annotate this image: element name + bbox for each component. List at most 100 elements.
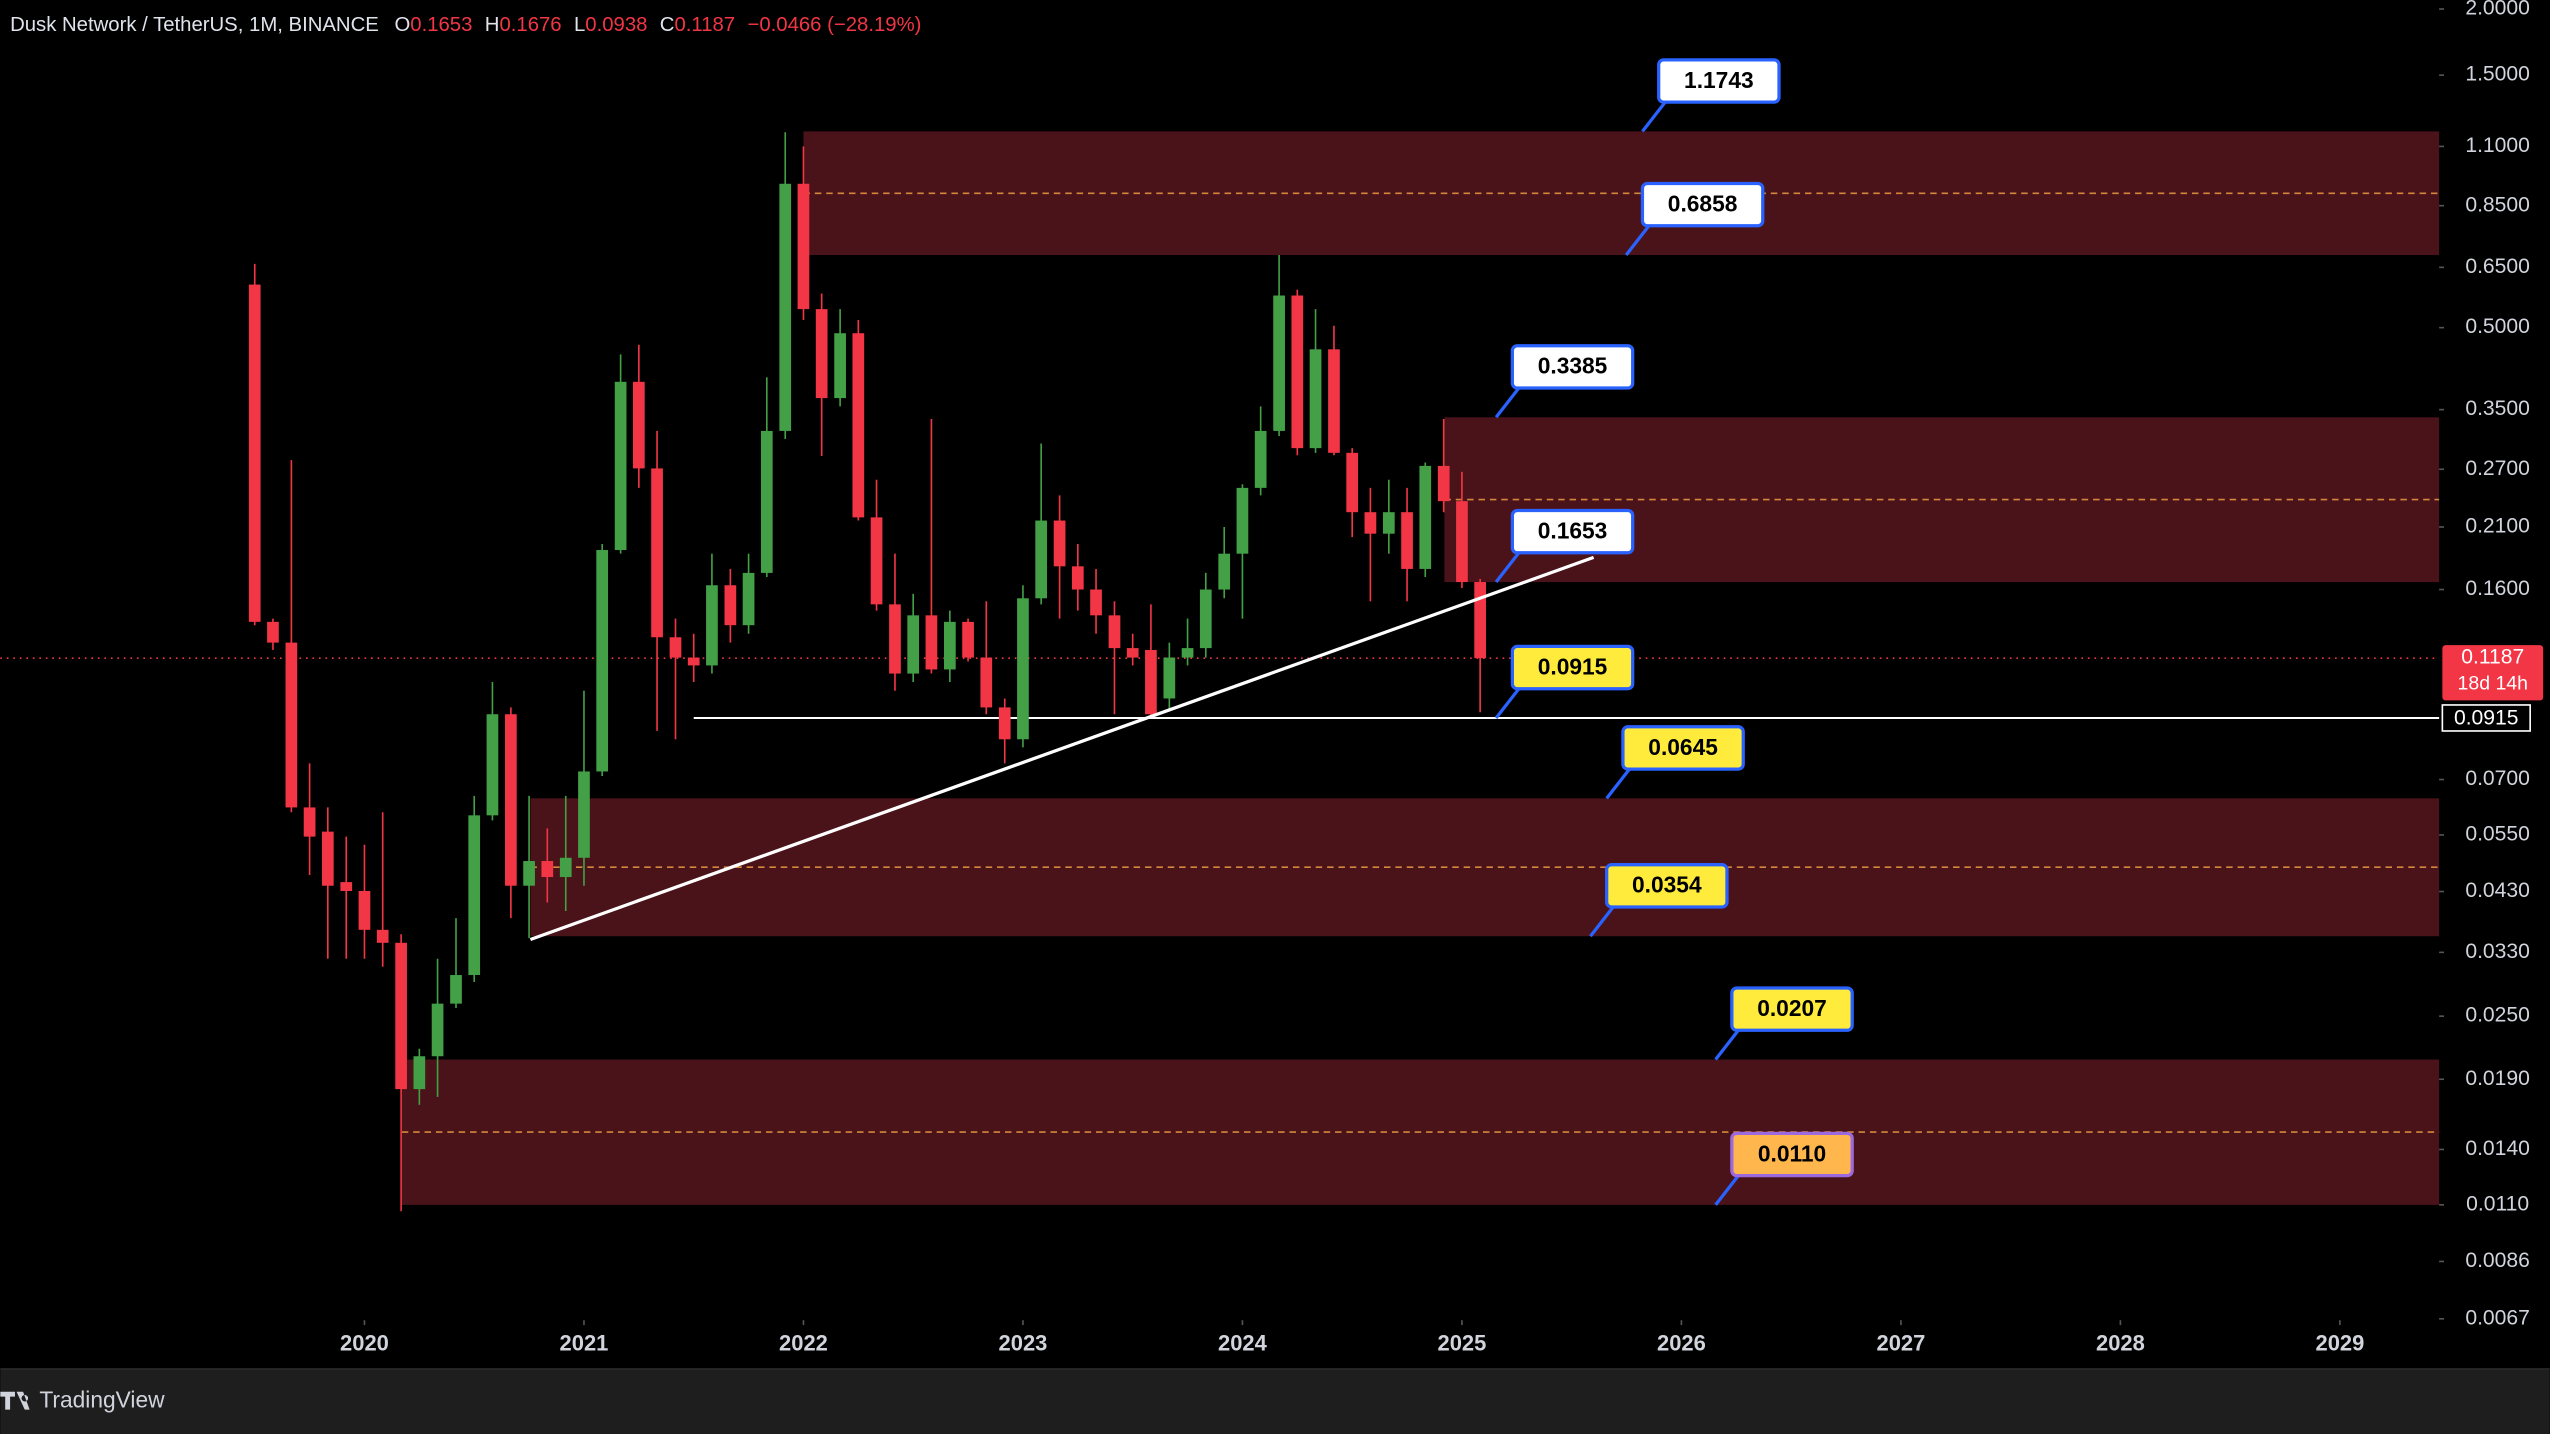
- y-tick-label: 0.0110: [2466, 1192, 2529, 1215]
- ohlc-value: 0.0938: [585, 14, 647, 36]
- candle-body: [1199, 589, 1212, 649]
- candle-body: [523, 861, 535, 886]
- change: −0.0466 (−28.19%): [747, 14, 921, 36]
- y-tick-label: 0.0086: [2465, 1249, 2530, 1272]
- candle-body: [797, 183, 810, 310]
- x-tick-label: 2020: [340, 1330, 389, 1355]
- support-tag: [2441, 704, 2531, 732]
- candle-body: [340, 882, 353, 891]
- candle-body: [706, 585, 718, 666]
- annotation-label: 0.0110: [1758, 1140, 1826, 1166]
- candle-body: [1291, 295, 1304, 449]
- candle-body: [980, 657, 993, 708]
- zone: [530, 798, 2440, 937]
- ohlc-value: 0.1653: [410, 14, 472, 36]
- annotation-label: 0.0354: [1632, 872, 1702, 898]
- y-tick-label: 1.1000: [2465, 134, 2530, 157]
- candle-body: [651, 468, 663, 638]
- y-tick-label: 0.2700: [2465, 457, 2530, 480]
- annotation-label: 0.0915: [1538, 653, 1608, 679]
- x-tick-label: 2026: [1657, 1330, 1706, 1355]
- ohlc-value: 0.1187: [674, 14, 735, 36]
- annotation-box: [1657, 58, 1781, 104]
- candle-body: [669, 637, 682, 658]
- candle-body: [815, 309, 828, 399]
- candle-body: [889, 604, 901, 674]
- candle-body: [925, 615, 938, 670]
- y-tick-label: 0.0067: [2465, 1306, 2530, 1329]
- candle-body: [541, 861, 554, 878]
- candle-body: [358, 890, 371, 930]
- annotation-pointer: [1605, 768, 1631, 800]
- candle-body: [486, 714, 499, 816]
- candle-body: [505, 714, 517, 886]
- candle-body: [248, 284, 261, 622]
- annotation-label: 0.3385: [1538, 353, 1608, 379]
- ohlc-value: 0.1676: [499, 14, 561, 36]
- candle-body: [944, 621, 956, 670]
- annotation-box: [1510, 344, 1635, 390]
- y-tick-label: 0.8500: [2465, 193, 2530, 216]
- candle-body: [760, 430, 773, 573]
- annotation-label: 0.0645: [1648, 734, 1718, 760]
- ohlc-key: L: [574, 14, 585, 36]
- candle-body: [907, 615, 920, 674]
- annotation-label: 1.1743: [1684, 67, 1754, 93]
- candle-body: [1456, 501, 1468, 583]
- candle-body: [395, 942, 407, 1090]
- plot-area: 1.1743 0.6858 0.3385 0.1653 0.0915 0.0645 0.03…: [0, 0, 2544, 1355]
- candle-body: [1346, 452, 1359, 513]
- candle-body: [1090, 589, 1102, 616]
- support-label: 0.0915: [2454, 706, 2519, 729]
- last-price-label: 0.1187: [2461, 646, 2524, 669]
- brand-logo: [0, 1391, 30, 1410]
- candle-body: [1273, 295, 1285, 431]
- x-tick-label: 2021: [560, 1330, 609, 1355]
- ohlc-key: H: [485, 14, 500, 36]
- candle-body: [1382, 512, 1395, 534]
- y-tick-label: 0.1600: [2465, 577, 2530, 600]
- y-tick-label: 0.3500: [2465, 397, 2530, 420]
- candle-body: [1163, 657, 1176, 699]
- candle-body: [724, 585, 737, 626]
- candle-body: [1017, 598, 1029, 740]
- annotation-box: [1510, 644, 1635, 691]
- candle-body: [578, 771, 590, 858]
- annotation-pointer: [1589, 905, 1615, 938]
- zone: [803, 131, 2440, 256]
- candle-body: [742, 572, 755, 626]
- annotation-box: [1621, 725, 1745, 771]
- trendline: [529, 555, 1595, 942]
- candle-body: [1437, 465, 1450, 502]
- candle-body: [1071, 566, 1084, 590]
- candle-body: [1218, 553, 1231, 590]
- candle-body: [1364, 512, 1377, 534]
- annotation-pointer: [1494, 687, 1521, 719]
- candle-body: [1035, 520, 1048, 599]
- x-tick-label: 2025: [1438, 1330, 1487, 1355]
- candle-body: [267, 621, 279, 643]
- x-tick-label: 2029: [2315, 1330, 2364, 1355]
- candle-body: [285, 642, 298, 808]
- candle-body: [1236, 487, 1249, 554]
- y-tick-label: 0.0190: [2465, 1067, 2530, 1090]
- annotation-pointer: [1494, 387, 1521, 419]
- y-tick-label: 0.0250: [2465, 1004, 2530, 1027]
- candle-body: [1145, 649, 1157, 715]
- y-tick-label: 0.0550: [2465, 823, 2530, 846]
- y-tick-label: 2.0000: [2465, 0, 2530, 20]
- annotation-pointer: [1624, 224, 1651, 257]
- candle-body: [321, 831, 334, 886]
- candle-body: [596, 550, 609, 772]
- candle-body: [962, 621, 974, 658]
- candle-body: [450, 975, 462, 1004]
- y-tick-label: 0.0140: [2465, 1137, 2530, 1160]
- candle-body: [1181, 648, 1194, 658]
- annotation-label: 0.0207: [1757, 995, 1827, 1021]
- candle-body: [1053, 520, 1066, 567]
- ohlc-key: O: [394, 14, 410, 36]
- countdown-label: 18d 14h: [2458, 672, 2529, 694]
- y-tick-label: 0.6500: [2465, 255, 2530, 278]
- annotation-label: 0.6858: [1668, 190, 1738, 216]
